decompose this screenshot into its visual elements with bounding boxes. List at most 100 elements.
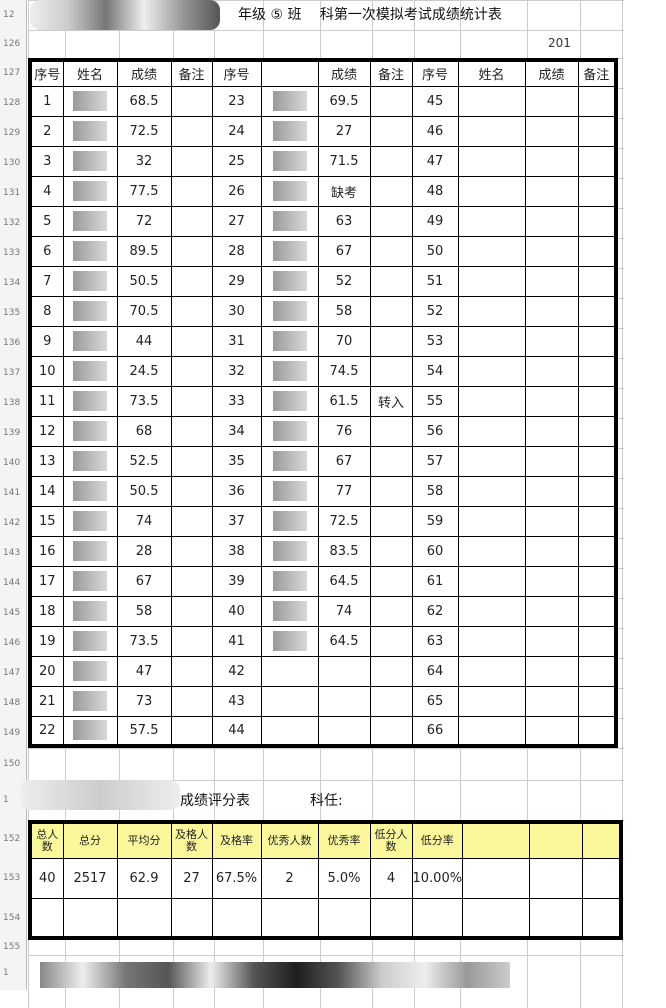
cell[interactable]: 59 <box>411 505 459 537</box>
cell[interactable]: 25 <box>211 145 262 177</box>
cell[interactable] <box>369 505 413 537</box>
cell[interactable]: 52 <box>317 265 371 297</box>
name-cell[interactable] <box>260 115 319 147</box>
cell[interactable]: 5 <box>29 205 64 237</box>
name-cell[interactable] <box>260 145 319 177</box>
cell[interactable]: 52 <box>411 295 459 327</box>
cell[interactable]: 68.5 <box>116 85 172 117</box>
cell[interactable]: 57.5 <box>116 715 172 747</box>
cell[interactable]: 74 <box>317 595 371 627</box>
cell[interactable]: 67 <box>317 445 371 477</box>
name-cell[interactable] <box>62 685 118 717</box>
name-cell[interactable] <box>524 505 579 537</box>
name-cell[interactable] <box>62 535 118 567</box>
name-cell[interactable] <box>577 295 617 327</box>
name-cell[interactable] <box>457 295 526 327</box>
cell[interactable]: 43 <box>211 685 262 717</box>
name-cell[interactable] <box>524 295 579 327</box>
cell[interactable]: 15 <box>29 505 64 537</box>
name-cell[interactable] <box>260 565 319 597</box>
empty-cell[interactable] <box>582 897 622 939</box>
cell[interactable]: 18 <box>29 595 64 627</box>
cell[interactable]: 14 <box>29 475 64 507</box>
empty-cell[interactable] <box>116 897 172 939</box>
cell[interactable]: 30 <box>211 295 262 327</box>
name-cell[interactable] <box>62 205 118 237</box>
cell[interactable]: 42 <box>211 655 262 687</box>
cell[interactable] <box>170 535 213 567</box>
column-header[interactable]: 及格人数 <box>170 821 213 859</box>
cell[interactable] <box>170 235 213 267</box>
name-cell[interactable] <box>62 565 118 597</box>
column-header[interactable]: 及格率 <box>211 821 262 859</box>
cell[interactable] <box>369 445 413 477</box>
name-cell[interactable] <box>62 355 118 387</box>
name-cell[interactable] <box>62 325 118 357</box>
name-cell[interactable] <box>62 595 118 627</box>
cell[interactable] <box>170 655 213 687</box>
cell[interactable]: 53 <box>411 325 459 357</box>
cell[interactable]: 46 <box>411 115 459 147</box>
name-cell[interactable] <box>457 475 526 507</box>
name-cell[interactable] <box>260 685 319 717</box>
cell[interactable]: 21 <box>29 685 64 717</box>
cell[interactable] <box>369 685 413 717</box>
cell[interactable] <box>170 415 213 447</box>
cell[interactable] <box>369 535 413 567</box>
cell[interactable]: 56 <box>411 415 459 447</box>
cell[interactable]: 45 <box>411 85 459 117</box>
cell[interactable]: 69.5 <box>317 85 371 117</box>
column-header[interactable]: 姓名 <box>62 59 118 87</box>
cell[interactable]: 61 <box>411 565 459 597</box>
cell[interactable]: 4 <box>29 175 64 207</box>
name-cell[interactable] <box>577 655 617 687</box>
cell[interactable]: 44 <box>116 325 172 357</box>
name-cell[interactable] <box>577 115 617 147</box>
cell[interactable]: 22 <box>29 715 64 747</box>
cell[interactable]: 转入 <box>369 385 413 417</box>
name-cell[interactable] <box>260 475 319 507</box>
name-cell[interactable] <box>524 625 579 657</box>
cell[interactable] <box>369 265 413 297</box>
name-cell[interactable] <box>577 685 617 717</box>
column-header[interactable] <box>462 821 531 859</box>
cell[interactable]: 73 <box>116 685 172 717</box>
cell[interactable]: 19 <box>29 625 64 657</box>
cell[interactable] <box>170 355 213 387</box>
cell[interactable]: 83.5 <box>317 535 371 567</box>
cell[interactable]: 8 <box>29 295 64 327</box>
row-header[interactable]: 148 <box>0 688 27 718</box>
cell[interactable]: 27 <box>170 857 213 899</box>
row-header[interactable]: 155 <box>0 938 27 955</box>
cell[interactable]: 7 <box>29 265 64 297</box>
name-cell[interactable] <box>62 505 118 537</box>
row-header[interactable]: 153 <box>0 858 27 898</box>
name-cell[interactable] <box>577 565 617 597</box>
cell[interactable] <box>369 115 413 147</box>
row-header[interactable]: 152 <box>0 820 27 858</box>
name-cell[interactable] <box>457 145 526 177</box>
row-header[interactable]: 127 <box>0 58 27 88</box>
name-cell[interactable] <box>457 355 526 387</box>
cell[interactable] <box>317 655 371 687</box>
cell[interactable]: 27 <box>317 115 371 147</box>
name-cell[interactable] <box>260 205 319 237</box>
empty-cell[interactable] <box>211 897 262 939</box>
name-cell[interactable] <box>260 415 319 447</box>
empty-cell[interactable] <box>411 897 464 939</box>
name-cell[interactable] <box>260 535 319 567</box>
name-cell[interactable] <box>457 715 526 747</box>
name-cell[interactable] <box>457 325 526 357</box>
cell[interactable]: 58 <box>116 595 172 627</box>
row-header[interactable]: 150 <box>0 748 27 780</box>
name-cell[interactable] <box>62 655 118 687</box>
row-header[interactable]: 135 <box>0 298 27 328</box>
name-cell[interactable] <box>457 175 526 207</box>
column-header[interactable]: 成绩 <box>524 59 579 87</box>
cell[interactable]: 10 <box>29 355 64 387</box>
column-header[interactable]: 优秀率 <box>317 821 371 859</box>
name-cell[interactable] <box>62 235 118 267</box>
cell[interactable]: 74 <box>116 505 172 537</box>
name-cell[interactable] <box>577 355 617 387</box>
cell[interactable] <box>170 715 213 747</box>
